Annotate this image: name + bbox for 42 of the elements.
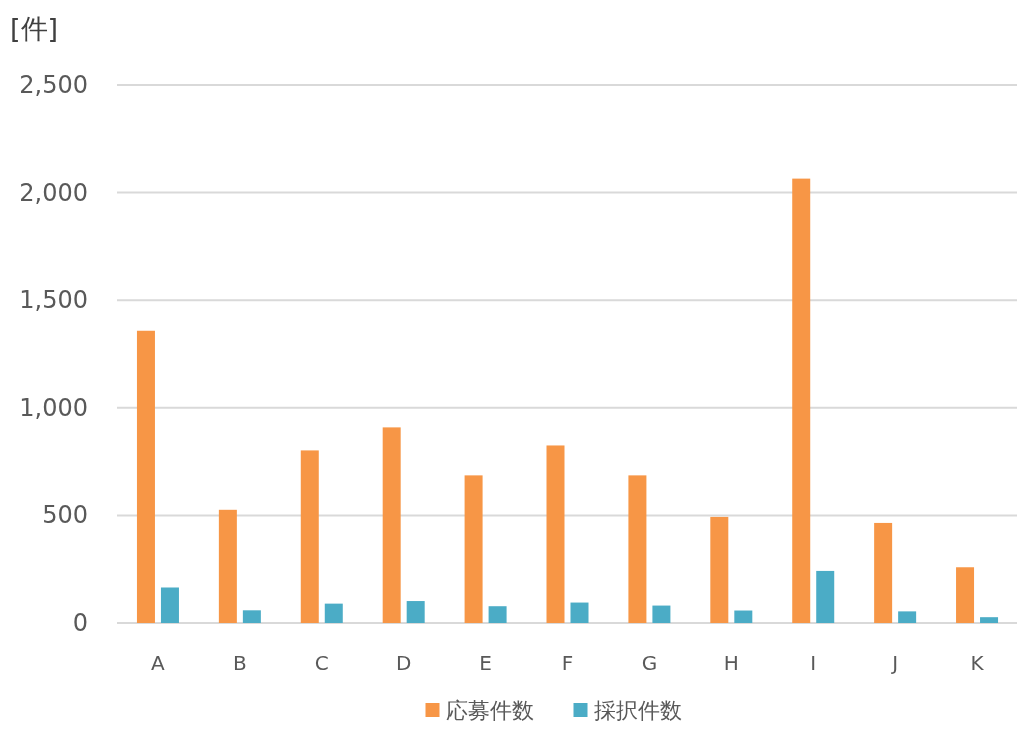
bar [652, 605, 671, 623]
bar [300, 450, 319, 623]
bar [628, 475, 647, 623]
bar [136, 330, 155, 623]
y-tick-label: 2,500 [19, 71, 88, 99]
bar [464, 475, 483, 623]
bar [792, 178, 811, 623]
x-tick-label: E [479, 651, 492, 675]
legend-label: 応募件数 [445, 698, 534, 723]
x-tick-label: H [723, 651, 739, 675]
x-tick-label: F [561, 651, 574, 675]
bar [980, 617, 999, 623]
x-tick-label: K [970, 651, 985, 675]
x-tick-label: B [233, 651, 247, 675]
bar [710, 516, 729, 623]
y-axis-title: [件] [10, 13, 59, 44]
bar [160, 587, 179, 623]
bar [242, 610, 261, 623]
y-tick-label: 1,000 [19, 393, 88, 422]
bar [570, 602, 589, 623]
y-tick-label: 2,000 [19, 178, 88, 207]
x-tick-label: C [314, 651, 329, 675]
x-tick-label: D [395, 651, 412, 675]
bar [488, 606, 507, 623]
x-tick-label: A [151, 651, 166, 675]
y-tick-label: 0 [72, 609, 88, 637]
bar [324, 603, 343, 623]
x-tick-label: J [890, 651, 899, 675]
y-tick-label: 500 [42, 501, 88, 530]
legend-label: 採択件数 [593, 698, 682, 723]
x-tick-label: G [641, 651, 658, 675]
bar [898, 611, 917, 623]
bar [546, 445, 565, 623]
bar [734, 610, 753, 623]
bar [218, 509, 237, 623]
bar [382, 427, 401, 623]
x-tick-label: I [810, 651, 817, 675]
bar [816, 570, 835, 623]
bar [406, 601, 425, 623]
y-tick-label: 1,500 [19, 286, 88, 315]
bar [956, 567, 975, 623]
bar [874, 522, 893, 623]
